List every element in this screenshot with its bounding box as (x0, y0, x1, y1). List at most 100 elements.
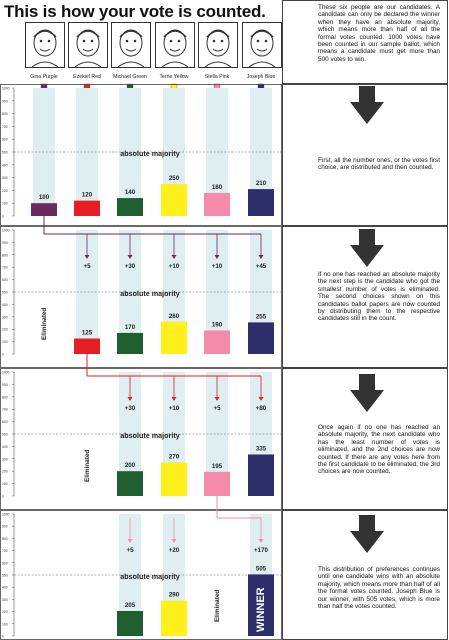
bar-value-label: 205 (125, 602, 136, 609)
y-tick-label: 500 (2, 574, 8, 578)
y-tick-label: 500 (2, 151, 8, 155)
y-tick-label: 800 (2, 112, 8, 116)
bar-stella-pink (204, 330, 230, 354)
panel-text-2: If no one has reached an absolute majori… (318, 271, 440, 323)
transfer-arrowhead-icon (258, 397, 264, 401)
y-tick-label: 1000 (2, 513, 10, 517)
transfer-arrowhead-icon (258, 255, 264, 259)
y-tick-label: 100 (2, 482, 8, 486)
eliminated-label: Eliminated (214, 590, 221, 622)
bar-terrie-yellow (161, 184, 187, 216)
candidate-name: Ezekiel Red (73, 74, 101, 80)
bar-track (76, 88, 98, 216)
candidate-name: Terrie Yellow (159, 74, 189, 80)
transfer-arrowhead-icon (258, 539, 264, 543)
panel-text-3: Once again if no one has reached an abso… (318, 424, 440, 476)
y-tick-label: 700 (2, 408, 8, 412)
bar-value-label: 505 (256, 565, 267, 572)
y-tick-label: 900 (2, 525, 8, 529)
y-tick-label: 400 (2, 163, 8, 167)
transfer-arrowhead-icon (84, 255, 90, 259)
majority-label: absolute majority (120, 572, 180, 581)
bar-terrie-yellow (161, 321, 187, 354)
majority-label: absolute majority (120, 149, 180, 158)
transfer-label: +10 (212, 263, 223, 270)
transfer-label: +5 (83, 263, 91, 270)
portrait-joseph-blue (242, 22, 282, 68)
bar-value-label: 260 (169, 313, 180, 320)
transfer-label: +80 (256, 405, 267, 412)
y-tick-label: 0 (2, 215, 4, 219)
y-tick-label: 0 (2, 353, 4, 357)
bar-value-label: 250 (169, 175, 180, 182)
bar-joseph-blue (248, 322, 274, 354)
transfer-arrowhead-icon (214, 397, 220, 401)
y-tick-label: 700 (2, 266, 8, 270)
intro-frame (282, 0, 448, 84)
bar-joseph-blue (248, 454, 274, 496)
y-tick-label: 600 (2, 420, 8, 424)
transfer-label: +30 (125, 405, 136, 412)
candidate-name: Stella Pink (204, 74, 230, 80)
bar-terrie-yellow (161, 600, 187, 636)
y-tick-label: 900 (2, 383, 8, 387)
y-tick-label: 100 (2, 202, 8, 206)
down-arrow-icon (350, 515, 384, 553)
y-tick-label: 1000 (2, 87, 10, 91)
y-tick-label: 900 (2, 241, 8, 245)
transfer-label: +45 (256, 263, 267, 270)
y-tick-label: 200 (2, 610, 8, 614)
bar-michael-green (117, 471, 143, 496)
bar-value-label: 195 (212, 463, 223, 470)
candidate-name: Joseph Blue (246, 74, 276, 80)
intro-text: These six people are our candidates. A c… (318, 4, 440, 63)
candidate-name: Gina Purple (30, 74, 58, 80)
down-arrow-icon (350, 86, 384, 124)
y-tick-label: 400 (2, 586, 8, 590)
bar-value-label: 255 (256, 313, 267, 320)
portrait-gina-purple (25, 22, 65, 68)
majority-label: absolute majority (120, 431, 180, 440)
y-tick-label: 700 (2, 125, 8, 129)
eliminated-label: Eliminated (41, 308, 48, 340)
transfer-label: +20 (169, 547, 180, 554)
candidate-name: Michael Green (113, 74, 147, 80)
winner-label: WINNER (255, 587, 267, 632)
bar-terrie-yellow (161, 462, 187, 496)
y-tick-label: 200 (2, 328, 8, 332)
bar-michael-green (117, 198, 143, 216)
y-tick-label: 300 (2, 598, 8, 602)
y-tick-label: 100 (2, 622, 8, 626)
panel-text-4: This distribution of preferences continu… (318, 566, 440, 611)
y-tick-label: 800 (2, 537, 8, 541)
transfer-label: +5 (126, 547, 134, 554)
y-tick-label: 600 (2, 561, 8, 565)
y-tick-label: 200 (2, 189, 8, 193)
bar-value-label: 125 (82, 330, 93, 337)
chart-frame (0, 226, 282, 368)
y-tick-label: 300 (2, 457, 8, 461)
eliminated-label: Eliminated (84, 450, 91, 482)
y-tick-label: 600 (2, 138, 8, 142)
y-tick-label: 300 (2, 315, 8, 319)
y-tick-label: 700 (2, 549, 8, 553)
bar-track (76, 230, 98, 354)
y-tick-label: 400 (2, 445, 8, 449)
bar-value-label: 335 (256, 445, 267, 452)
y-tick-label: 800 (2, 253, 8, 257)
chart-frame (0, 368, 282, 510)
bar-value-label: 190 (212, 321, 223, 328)
transfer-arrowhead-icon (171, 255, 177, 259)
transfer-label: +170 (254, 547, 268, 554)
portrait-stella-pink (198, 22, 238, 68)
bar-value-label: 180 (212, 184, 223, 191)
transfer-arrowhead-icon (127, 255, 133, 259)
bar-value-label: 100 (39, 194, 50, 201)
bar-michael-green (117, 610, 143, 636)
bar-ezekiel-red (74, 200, 100, 216)
y-tick-label: 500 (2, 291, 8, 295)
transfer-arrowhead-icon (171, 397, 177, 401)
y-tick-label: 300 (2, 176, 8, 180)
transfer-arrowhead-icon (214, 255, 220, 259)
bar-value-label: 290 (169, 592, 180, 599)
